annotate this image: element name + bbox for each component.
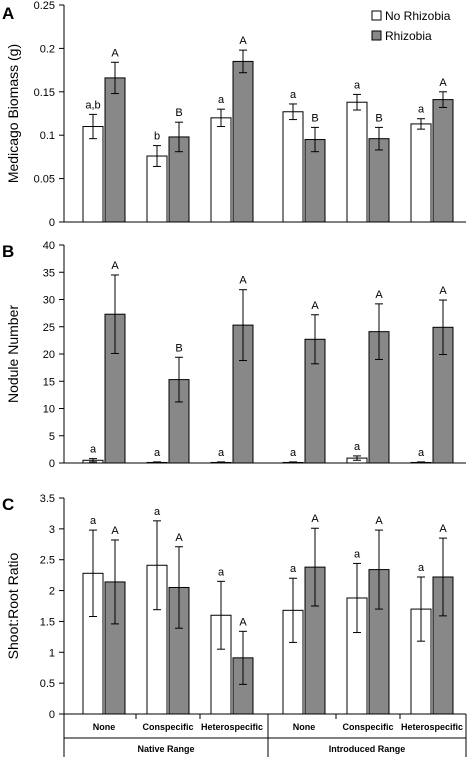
category-label: None [293, 722, 316, 732]
significance-letter: a [290, 563, 297, 575]
significance-letter: A [239, 616, 247, 628]
y-tick-label: 1.5 [40, 616, 55, 628]
y-tick-label: 15 [43, 376, 55, 388]
y-tick-label: 3.5 [40, 493, 55, 505]
y-tick-label: 0.15 [34, 87, 55, 99]
y-tick-label: 0.05 [34, 174, 55, 186]
y-tick-label: 10 [43, 404, 55, 416]
y-tick-label: 3 [49, 524, 55, 536]
panel-a: 0 0.05 0.1 0.15 0.2 0.25 Medicago Biomass (g) A… [2, 0, 466, 229]
legend-label: No Rhizobia [385, 9, 451, 23]
legend-label: Rhizobia [385, 29, 432, 43]
bar [368, 138, 390, 223]
y-tick-label: 0 [49, 709, 55, 721]
y-tick-label: 2 [49, 586, 55, 598]
significance-letter: a [290, 447, 297, 459]
y-axis-label: Shoot:Root Ratio [5, 552, 21, 659]
y-tick-label: 20 [43, 349, 55, 361]
y-tick-label: 0.2 [40, 43, 55, 55]
legend-swatch [371, 30, 382, 41]
significance-letter: A [111, 525, 119, 537]
significance-letter: A [111, 260, 119, 272]
bar [282, 111, 304, 223]
bar [232, 60, 254, 223]
panel-b: 0 5 10 15 20 25 30 35 40 Nodule Number Ba a a a a a A B A A… [2, 240, 466, 470]
significance-letter: a [90, 515, 97, 527]
bar [432, 99, 454, 223]
significance-letter: a [154, 506, 161, 518]
panel-c: 0 0.5 1 1.5 2 2.5 3 3.5 Shoot:Root Ratio Ca a a a a a A… [2, 493, 466, 721]
y-tick-label: 30 [43, 295, 55, 307]
y-tick-label: 0 [49, 458, 55, 470]
panel-letter: B [2, 242, 14, 261]
y-tick-label: 1 [49, 647, 55, 659]
y-tick-label: 35 [43, 267, 55, 279]
significance-letter: a [218, 94, 225, 106]
legend: No Rhizobia Rhizobia [371, 9, 451, 43]
significance-letter: A [239, 35, 247, 47]
significance-letter: A [439, 77, 447, 89]
significance-letter: A [311, 513, 319, 525]
y-tick-label: 40 [43, 240, 55, 252]
significance-letter: a [354, 441, 361, 453]
category-label: Conspecific [142, 722, 193, 732]
y-tick-label: 0 [49, 217, 55, 229]
significance-letter: a [154, 447, 161, 459]
significance-letter: A [175, 532, 183, 544]
significance-letter: A [239, 275, 247, 287]
significance-letter: B [175, 107, 182, 119]
category-label: None [93, 722, 116, 732]
panel-letter: A [2, 4, 14, 23]
category-label: Conspecific [342, 722, 393, 732]
significance-letter: a [290, 89, 297, 101]
bar [104, 77, 126, 223]
group-label: Introduced Range [329, 744, 406, 754]
significance-letter: b [154, 131, 160, 143]
significance-letter: a [218, 566, 225, 578]
significance-letter: a [418, 104, 425, 116]
legend-swatch [371, 10, 382, 21]
bar [410, 123, 432, 223]
significance-letter: B [311, 112, 318, 124]
panel-letter: C [2, 495, 14, 514]
significance-letter: a [218, 447, 225, 459]
y-axis-label: Nodule Number [5, 305, 21, 403]
category-label: Heterospecific [401, 722, 463, 732]
significance-letter: A [375, 515, 383, 527]
significance-letter: a [354, 548, 361, 560]
significance-letter: A [439, 285, 447, 297]
y-tick-label: 5 [49, 431, 55, 443]
significance-letter: B [175, 342, 182, 354]
y-tick-label: 0.25 [34, 0, 55, 12]
bar [82, 126, 104, 223]
significance-letter: A [375, 289, 383, 301]
significance-letter: a [418, 562, 425, 574]
significance-letter: B [375, 112, 382, 124]
category-label: Heterospecific [201, 722, 263, 732]
y-tick-label: 0.5 [40, 678, 55, 690]
y-axis-label: Medicago Biomass (g) [5, 44, 21, 183]
bar [346, 101, 368, 223]
y-tick-label: 2.5 [40, 555, 55, 567]
y-tick-label: 0.1 [40, 130, 55, 142]
significance-letter: A [439, 523, 447, 535]
category-table: None Conspecific Heterospecific None Conspec… [63, 714, 467, 757]
significance-letter: a [354, 79, 361, 91]
significance-letter: A [111, 47, 119, 59]
y-tick-label: 25 [43, 322, 55, 334]
bar [210, 117, 232, 223]
significance-letter: A [311, 300, 319, 312]
significance-letter: a,b [85, 99, 100, 111]
group-label: Native Range [137, 744, 194, 754]
significance-letter: a [418, 447, 425, 459]
significance-letter: a [90, 444, 97, 456]
